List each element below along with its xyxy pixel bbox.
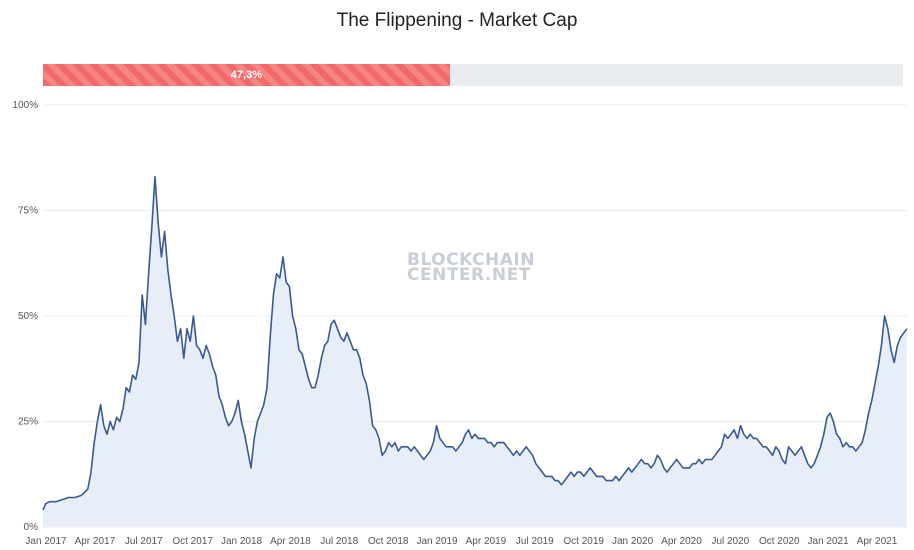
progress-bar-fill: 47,3% [43,64,450,86]
y-axis-ticks: 0% 25% 50% 75% 100% [12,100,38,533]
y-tick-label: 50% [18,311,38,322]
x-tick-label: Apr 2017 [75,536,116,547]
x-tick-label: Jan 2017 [25,536,67,547]
watermark-logo: BLOCKCHAIN CENTER.NET [407,250,535,285]
chart-title: The Flippening - Market Cap [336,10,578,31]
x-tick-label: Oct 2017 [172,536,213,547]
series-line [42,175,908,511]
x-tick-label: Oct 2020 [759,536,800,547]
x-tick-label: Jan 2020 [612,536,654,547]
x-tick-label: Jul 2019 [516,536,554,547]
x-tick-label: Oct 2018 [368,536,409,547]
watermark-line-1: BLOCKCHAIN [407,250,535,270]
x-tick-label: Apr 2018 [270,536,311,547]
x-tick-label: Jan 2021 [808,536,850,547]
x-tick-label: Jan 2019 [416,536,458,547]
x-tick-label: Apr 2020 [661,536,702,547]
progress-bar-track: 47,3% [43,64,903,86]
x-tick-label: Jul 2018 [320,536,358,547]
x-axis-ticks: Jan 2017 Apr 2017 Jul 2017 Oct 2017 Jan 2018… [25,536,897,547]
y-tick-label: 100% [12,100,38,111]
x-tick-label: Jul 2017 [125,536,163,547]
progress-label: 47,3% [230,69,262,81]
y-tick-label: 0% [24,522,39,533]
x-tick-label: Jul 2020 [711,536,749,547]
y-tick-label: 25% [18,417,38,428]
x-tick-label: Apr 2021 [857,536,898,547]
y-tick-label: 75% [18,206,38,217]
x-tick-label: Oct 2019 [563,536,604,547]
watermark-line-2: CENTER.NET [407,265,531,285]
x-tick-label: Jan 2018 [221,536,263,547]
x-tick-label: Apr 2019 [466,536,507,547]
series-area [43,176,907,527]
